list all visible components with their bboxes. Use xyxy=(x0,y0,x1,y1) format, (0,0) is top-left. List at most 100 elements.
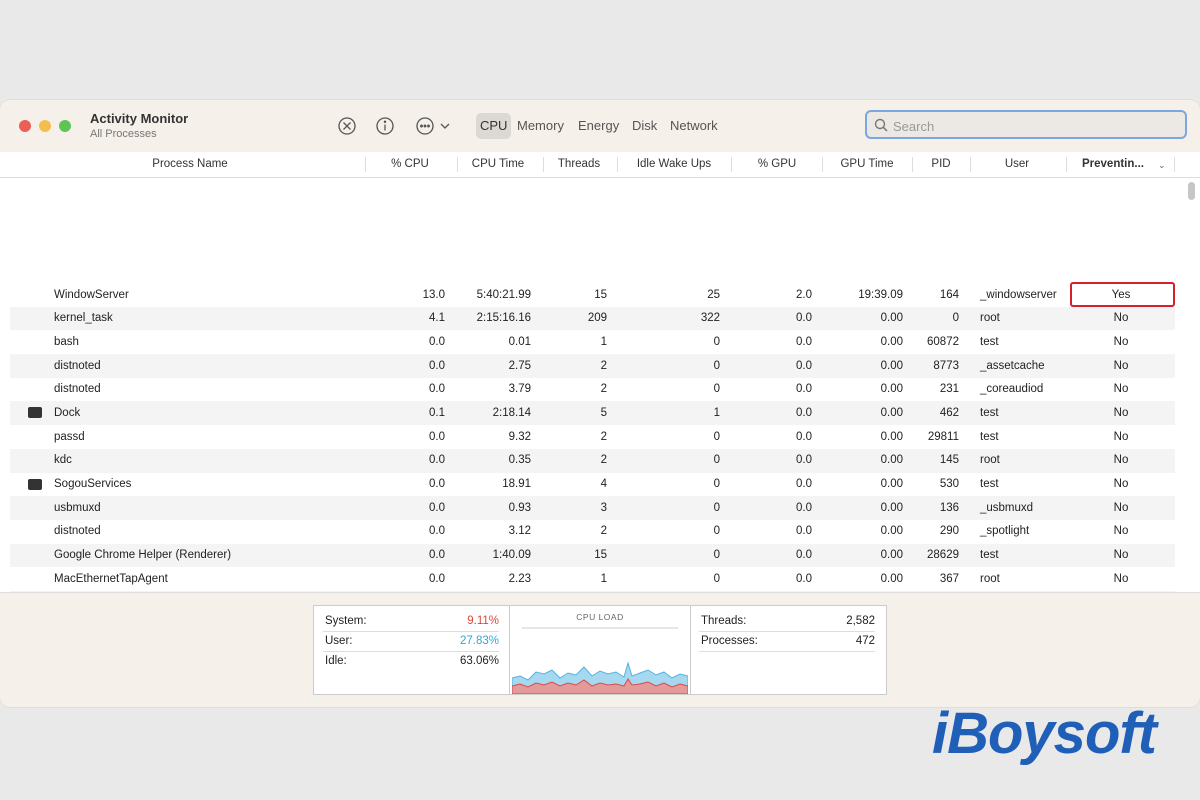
table-cell: 0.0 xyxy=(796,501,812,514)
table-cell: Dock xyxy=(54,406,81,419)
table-cell: 0.35 xyxy=(508,454,531,467)
process-row[interactable] xyxy=(10,283,1175,307)
column-header[interactable]: User xyxy=(1004,158,1030,170)
table-cell: 0.1 xyxy=(429,406,445,419)
process-row[interactable] xyxy=(10,330,1175,355)
table-cell: Yes xyxy=(1111,288,1131,301)
tab[interactable]: Disk xyxy=(632,118,658,133)
process-row[interactable] xyxy=(10,496,1175,520)
table-cell: 1 xyxy=(713,406,720,419)
column-header[interactable]: Process Name xyxy=(152,158,228,170)
table-cell: No xyxy=(1113,359,1129,372)
table-cell: 0 xyxy=(713,335,720,348)
stop-process-button[interactable] xyxy=(338,117,356,135)
toolbar-icons xyxy=(338,117,450,135)
column-separator xyxy=(543,157,544,172)
chart-title: CPU LOAD xyxy=(576,612,624,622)
table-cell: 367 xyxy=(939,572,959,585)
more-button[interactable] xyxy=(416,117,450,135)
table-cell: 0.00 xyxy=(880,430,903,443)
table-cell: 0.0 xyxy=(796,572,812,585)
summary-label: Idle: xyxy=(325,655,347,667)
divider xyxy=(509,606,510,694)
process-row[interactable] xyxy=(10,425,1175,449)
minimize-button[interactable] xyxy=(39,120,51,132)
table-cell: root xyxy=(980,454,1000,467)
table-cell: kernel_task xyxy=(54,312,113,325)
table-cell: 0.00 xyxy=(880,335,903,348)
zoom-button[interactable] xyxy=(59,120,71,132)
column-separator xyxy=(822,157,823,172)
table-cell: 0 xyxy=(713,501,720,514)
process-row[interactable] xyxy=(10,567,1175,591)
table-cell: 4.1 xyxy=(429,312,445,325)
scrollbar-thumb[interactable] xyxy=(1188,182,1195,200)
table-cell: 5:40:21.99 xyxy=(476,288,531,301)
table-cell: _assetcache xyxy=(980,359,1045,372)
table-cell: MacEthernetTapAgent xyxy=(54,572,168,585)
table-cell: 231 xyxy=(939,383,959,396)
table-cell: No xyxy=(1113,335,1129,348)
process-row[interactable] xyxy=(10,377,1175,402)
column-header[interactable]: Idle Wake Ups xyxy=(636,158,712,170)
column-header[interactable]: PID xyxy=(931,158,951,170)
table-cell: 0.0 xyxy=(429,335,445,348)
column-header[interactable]: % CPU xyxy=(391,158,429,170)
table-cell: No xyxy=(1113,478,1129,491)
column-header[interactable]: GPU Time xyxy=(840,158,894,170)
table-cell: 0 xyxy=(713,478,720,491)
table-cell: 15 xyxy=(594,549,607,562)
process-row[interactable] xyxy=(10,401,1175,426)
table-cell: 136 xyxy=(939,501,959,514)
tab[interactable]: CPU xyxy=(476,113,512,139)
table-cell: 0.00 xyxy=(880,525,903,538)
table-cell: 322 xyxy=(700,312,720,325)
table-cell: 290 xyxy=(939,525,959,538)
process-icon xyxy=(28,478,42,490)
table-cell: 0.0 xyxy=(429,454,445,467)
process-row[interactable] xyxy=(10,543,1175,568)
table-cell: 0.00 xyxy=(880,406,903,419)
table-cell: 4 xyxy=(600,478,607,491)
summary-label: User: xyxy=(325,635,353,647)
column-separator xyxy=(731,157,732,172)
table-cell: 164 xyxy=(939,288,959,301)
search-icon xyxy=(874,118,888,132)
table-cell: 0.0 xyxy=(796,549,812,562)
table-cell: 2 xyxy=(600,430,607,443)
table-cell: 0 xyxy=(713,383,720,396)
row-rule xyxy=(323,651,499,652)
table-cell: 3 xyxy=(600,501,607,514)
column-header[interactable]: Preventin... xyxy=(1082,158,1144,170)
table-cell: 28629 xyxy=(927,549,959,562)
process-row[interactable] xyxy=(10,519,1175,544)
summary-panel: CPU LOAD System: 9.11% User: 27.83% Idle: 63.… xyxy=(0,592,1200,707)
table-cell: 0.0 xyxy=(429,478,445,491)
process-row[interactable] xyxy=(10,448,1175,473)
search-field[interactable]: Search xyxy=(865,110,1187,139)
table-cell: 0.00 xyxy=(880,454,903,467)
table-cell: No xyxy=(1113,454,1129,467)
column-header[interactable]: Threads xyxy=(557,158,601,170)
table-cell: 0.00 xyxy=(880,501,903,514)
table-cell: 0.0 xyxy=(796,359,812,372)
divider xyxy=(690,606,691,694)
tab[interactable]: Network xyxy=(670,118,718,133)
table-cell: 0.0 xyxy=(796,478,812,491)
table-cell: No xyxy=(1113,383,1129,396)
inspect-button[interactable] xyxy=(376,117,394,135)
summary-value: 472 xyxy=(855,635,875,647)
process-row[interactable] xyxy=(10,354,1175,378)
column-header[interactable]: % GPU xyxy=(757,158,797,170)
column-header[interactable]: CPU Time xyxy=(471,158,525,170)
row-rule xyxy=(323,631,499,632)
table-cell: 0.01 xyxy=(508,335,531,348)
table-cell: No xyxy=(1113,430,1129,443)
table-cell: 18.91 xyxy=(502,478,531,491)
process-row[interactable] xyxy=(10,306,1175,331)
close-button[interactable] xyxy=(19,120,31,132)
tab[interactable]: Memory xyxy=(517,118,564,133)
process-row[interactable] xyxy=(10,472,1175,497)
table-cell: 0.0 xyxy=(429,383,445,396)
tab[interactable]: Energy xyxy=(578,118,620,133)
